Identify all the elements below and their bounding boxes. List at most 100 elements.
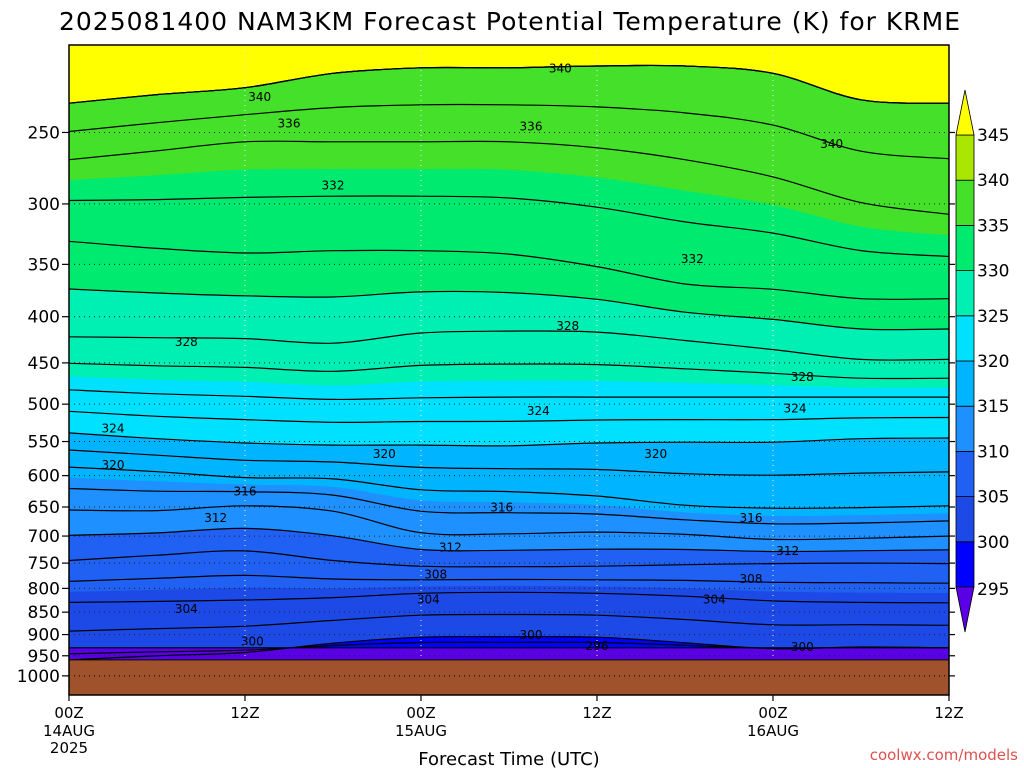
colorbar-swatch-320 xyxy=(955,315,975,362)
colorbar-label: 345 xyxy=(977,126,1009,146)
isoline-300 xyxy=(69,635,949,661)
contour-lines xyxy=(69,64,949,661)
isoline-336 xyxy=(69,140,949,215)
colorbar-label: 300 xyxy=(977,533,1009,553)
isoline-304 xyxy=(69,591,949,604)
contour-label-group: 300 xyxy=(791,640,814,654)
isoline-344 xyxy=(69,64,949,104)
contour-label: 332 xyxy=(681,252,704,266)
y-tick-label: 500 xyxy=(28,395,60,415)
x-tick-label: 00Z xyxy=(406,704,435,722)
y-tick-label: 350 xyxy=(28,255,60,275)
isoline-338 xyxy=(69,103,949,160)
colorbar-swatch-325 xyxy=(955,270,975,317)
contour-label-group: 336 xyxy=(520,120,543,134)
contour-label-group: 312 xyxy=(439,541,462,555)
contour-label: 296 xyxy=(586,639,609,653)
colorbar-label: 335 xyxy=(977,216,1009,236)
contour-label: 300 xyxy=(520,628,543,642)
colorbar-label: 330 xyxy=(977,262,1009,282)
isoline-306 xyxy=(69,574,949,584)
y-tick-label: 250 xyxy=(28,123,60,143)
contour-label: 324 xyxy=(527,404,550,418)
y-tick-label: 300 xyxy=(28,195,60,215)
contour-label-group: 316 xyxy=(490,501,513,515)
y-tick-label: 550 xyxy=(28,433,60,453)
y-tick-label: 950 xyxy=(28,647,60,667)
contour-label-group: 312 xyxy=(776,544,799,558)
x-axis-label: Forecast Time (UTC) xyxy=(418,749,599,768)
x-tick-label: 00Z xyxy=(758,704,787,722)
contour-label: 300 xyxy=(791,640,814,654)
x-tick-label: 00Z xyxy=(54,704,83,722)
contour-label-group: 340 xyxy=(820,137,843,151)
isoline-330 xyxy=(69,288,949,331)
contour-label-group: 316 xyxy=(740,511,763,525)
contour-label-group: 312 xyxy=(204,511,227,525)
contour-label-group: 304 xyxy=(417,593,440,607)
isoline-302 xyxy=(69,613,949,632)
contour-label: 336 xyxy=(278,116,301,130)
colorbar-label: 310 xyxy=(977,442,1009,462)
contour-label-group: 328 xyxy=(556,319,579,333)
contour-label: 324 xyxy=(784,402,807,416)
contour-label: 304 xyxy=(175,602,198,616)
contour-label-group: 316 xyxy=(234,485,257,499)
filled-contours xyxy=(69,45,949,695)
contour-label-group: 340 xyxy=(248,90,271,104)
y-tick-label: 600 xyxy=(28,467,60,487)
x-tick-date-label: 14AUG xyxy=(43,722,95,740)
contour-label: 312 xyxy=(776,544,799,558)
colorbar-label: 315 xyxy=(977,397,1009,417)
contour-label: 320 xyxy=(373,447,396,461)
contour-label: 316 xyxy=(490,501,513,515)
contour-label-group: 332 xyxy=(681,252,704,266)
y-tick-label: 700 xyxy=(28,527,60,547)
contour-label: 312 xyxy=(439,541,462,555)
colorbar-label: 340 xyxy=(977,171,1009,191)
x-tick-year-label: 2025 xyxy=(50,739,88,757)
isoline-334 xyxy=(69,195,949,258)
contour-label: 300 xyxy=(241,635,264,649)
isoline-316 xyxy=(69,466,949,509)
colorbar-label: 325 xyxy=(977,307,1009,327)
contour-label-group: 336 xyxy=(278,116,301,130)
terrain-band xyxy=(69,659,949,695)
isoline-310 xyxy=(69,527,949,553)
colorbar-label: 305 xyxy=(977,488,1009,508)
x-tick-label: 12Z xyxy=(934,704,963,722)
x-tick-date-label: 15AUG xyxy=(395,722,447,740)
terrain-fill xyxy=(69,659,949,695)
colorbar-swatch-335 xyxy=(955,179,975,226)
contour-label-group: 308 xyxy=(424,567,447,581)
isoline-322 xyxy=(69,410,949,423)
contour-label-group: 300 xyxy=(520,628,543,642)
contour-label: 328 xyxy=(791,370,814,384)
y-tick-label: 650 xyxy=(28,498,60,518)
y-tick-label: 400 xyxy=(28,308,60,328)
contour-label-group: 320 xyxy=(102,458,125,472)
contour-label-group: 296 xyxy=(586,639,609,653)
contour-label: 308 xyxy=(740,572,763,586)
colorbar: 295 300 305 310 315 320 325 330 335 340 345 xyxy=(955,89,1009,633)
contour-label-group: 332 xyxy=(322,179,345,193)
isoline-314 xyxy=(69,487,949,525)
x-tick-label: 12Z xyxy=(230,704,259,722)
contour-label: 312 xyxy=(204,511,227,525)
colorbar-label: 295 xyxy=(977,580,1009,600)
chart-title: 2025081400 NAM3KM Forecast Potential Tem… xyxy=(59,7,961,36)
colorbar-swatch-315 xyxy=(955,360,975,407)
colorbar-swatch-295 xyxy=(955,541,975,588)
contour-label-group: 320 xyxy=(644,447,667,461)
contour-labels: 340 340 340 336 336 332 332 328 328 328 324 324 324 3… xyxy=(102,61,844,654)
x-tick-date-label: 16AUG xyxy=(747,722,799,740)
contour-label: 316 xyxy=(740,511,763,525)
contour-label: 340 xyxy=(549,61,572,75)
contour-label: 336 xyxy=(520,120,543,134)
isoline-320 xyxy=(69,432,949,447)
contour-label: 316 xyxy=(234,485,257,499)
colorbar-arrow-high xyxy=(955,89,975,136)
isoline-324 xyxy=(69,389,949,401)
colorbar-swatch-330 xyxy=(955,224,975,271)
